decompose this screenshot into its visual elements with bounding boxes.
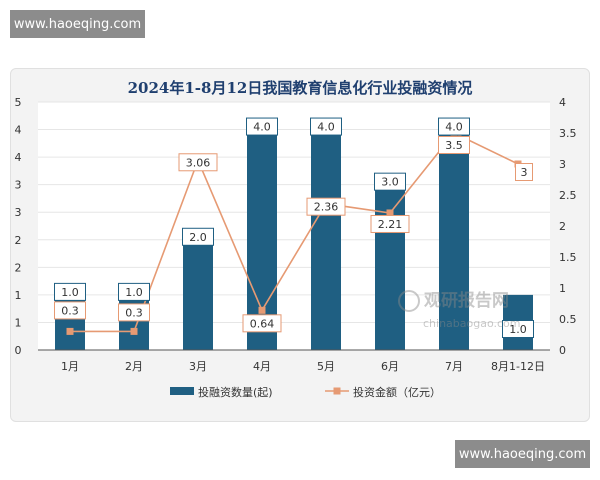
line-data-label-box <box>306 197 346 216</box>
line-point <box>386 209 394 217</box>
bar <box>183 239 213 350</box>
line-point <box>258 306 266 314</box>
bar <box>311 129 341 350</box>
watermark-top: www.haoeqing.com <box>10 10 145 38</box>
line-data-label: 0.64 <box>250 317 275 330</box>
line-data-label: 2.36 <box>314 201 339 214</box>
line-data-label: 3.5 <box>445 139 463 152</box>
bar-data-label-box <box>374 172 406 191</box>
y-left-tick-label: 4 <box>15 151 22 164</box>
plot-area <box>38 102 550 350</box>
y-right-tick-label: 4 <box>559 96 566 109</box>
y-right-tick-label: 0 <box>559 344 566 357</box>
line-data-label-box <box>178 153 218 172</box>
x-tick-label: 3月 <box>189 360 207 373</box>
line-data-label-box <box>118 303 150 322</box>
legend-label-bar: 投融资数量(起) <box>198 385 273 399</box>
x-tick-label: 6月 <box>381 360 399 373</box>
bar-data-label-box <box>310 117 342 136</box>
legend-marker-line <box>333 387 341 395</box>
bar-data-label-box <box>118 282 150 301</box>
line-point <box>130 327 138 335</box>
x-tick-label: 7月 <box>445 360 463 373</box>
line-data-label: 3.06 <box>186 156 211 169</box>
line-point <box>66 327 74 335</box>
watermark-bottom: www.haoeqing.com <box>455 440 590 468</box>
y-left-tick-label: 0 <box>15 344 22 357</box>
y-right-tick-label: 0.5 <box>559 313 577 326</box>
bar-data-label-box <box>246 117 278 136</box>
bar-data-label: 1.0 <box>509 323 527 336</box>
line-data-label: 2.21 <box>378 218 403 231</box>
line-data-label-box <box>242 314 282 333</box>
source-logo-icon <box>398 290 420 312</box>
x-tick-label: 1月 <box>61 360 79 373</box>
line-data-label: 3 <box>521 166 528 179</box>
y-right-tick-label: 2.5 <box>559 189 577 202</box>
y-right-tick-label: 2 <box>559 220 566 233</box>
source-watermark-name: 观研报告网 <box>423 290 509 311</box>
y-right-tick-label: 3 <box>559 158 566 171</box>
source-watermark-url: chinabaogao.com <box>423 317 521 330</box>
legend-label-line: 投资金额（亿元） <box>353 385 441 399</box>
y-right-tick-label: 1.5 <box>559 251 577 264</box>
bar-data-label-box <box>502 320 534 338</box>
y-left-tick-label: 2 <box>15 234 22 247</box>
y-left-tick-label: 3 <box>15 179 22 192</box>
x-tick-label: 5月 <box>317 360 335 373</box>
line-data-label: 0.3 <box>125 306 143 319</box>
bar-data-label: 1.0 <box>125 286 143 299</box>
source-watermark: 观研报告网 chinabaogao.com <box>398 290 521 330</box>
y-left-tick-label: 3 <box>15 206 22 219</box>
bar-data-label-box <box>438 117 470 136</box>
line-data-label-box <box>438 136 470 154</box>
bar-data-label: 4.0 <box>445 121 463 134</box>
y-left-tick-label: 1 <box>15 316 22 329</box>
bar-data-label: 1.0 <box>61 286 79 299</box>
y-left-tick-label: 4 <box>15 124 22 137</box>
x-tick-label: 4月 <box>253 360 271 373</box>
line-data-label: 0.3 <box>61 304 79 317</box>
y-left-tick-label: 5 <box>15 96 22 109</box>
bar <box>375 184 405 350</box>
y-right-tick-label: 1 <box>559 282 566 295</box>
bar-data-label: 3.0 <box>381 176 399 189</box>
y-left-tick-label: 2 <box>15 261 22 274</box>
bar-data-label-box <box>54 282 86 301</box>
line-data-label-box <box>515 163 533 181</box>
line-data-label-box <box>370 214 410 233</box>
line-data-label-box <box>54 301 86 320</box>
chart-title: 2024年1-8月12日我国教育信息化行业投融资情况 <box>128 79 473 97</box>
x-tick-label: 2月 <box>125 360 143 373</box>
bar-data-label: 2.0 <box>189 231 207 244</box>
bar-data-label: 4.0 <box>253 121 271 134</box>
bar <box>439 129 469 350</box>
bar-data-label: 4.0 <box>317 121 335 134</box>
y-right-tick-label: 3.5 <box>559 127 577 140</box>
y-left-tick-label: 1 <box>15 289 22 302</box>
legend-swatch-bar <box>170 387 194 395</box>
bar-data-label-box <box>182 227 214 246</box>
x-tick-label: 8月1-12日 <box>491 360 545 373</box>
